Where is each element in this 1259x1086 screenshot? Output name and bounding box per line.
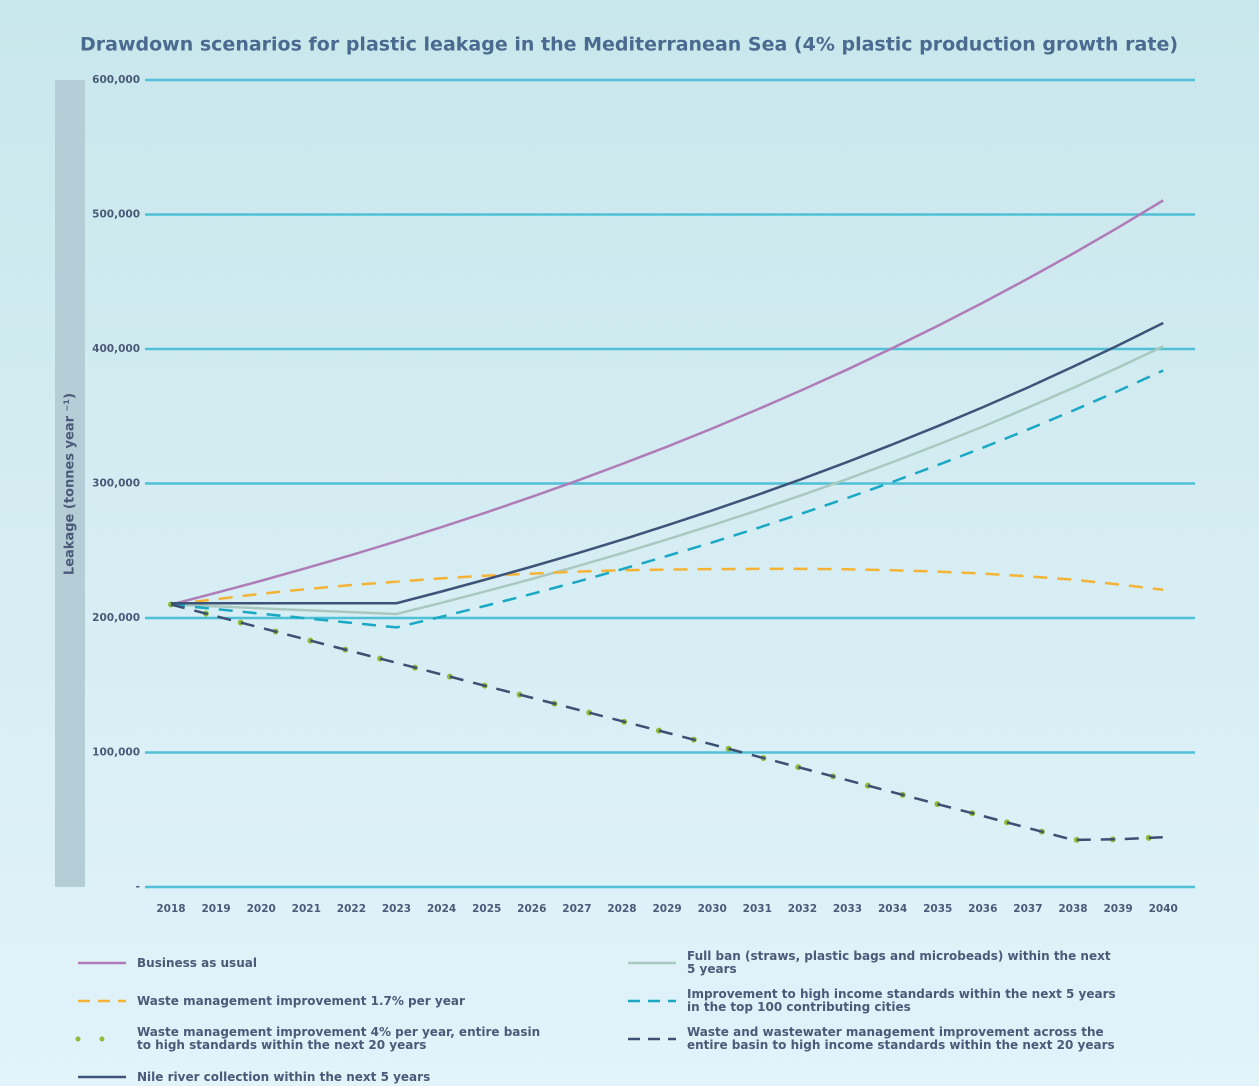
legend: Business as usual Full ban (straws, plast… <box>75 944 1225 1086</box>
legend-swatch <box>78 1075 126 1079</box>
x-tick-label: 2033 <box>833 903 862 915</box>
legend-swatch <box>628 1037 676 1041</box>
x-tick-label: 2036 <box>968 903 997 915</box>
y-axis-band <box>55 80 85 887</box>
x-tick-label: 2040 <box>1149 903 1178 915</box>
x-tick-label: 2024 <box>427 903 456 915</box>
x-tick-label: 2027 <box>562 903 591 915</box>
legend-label: Full ban (straws, plastic bags and micro… <box>687 949 1111 976</box>
x-tick-label: 2022 <box>337 903 366 915</box>
legend-swatch <box>628 961 676 965</box>
x-tick-label: 2020 <box>247 903 276 915</box>
legend-label: Improvement to high income standards wit… <box>687 987 1116 1014</box>
y-tick-label: 400,000 <box>92 343 140 355</box>
series-line <box>170 369 1164 629</box>
x-tick-label: 2019 <box>201 903 230 915</box>
legend-swatch <box>78 961 126 965</box>
legend-swatch <box>628 999 676 1003</box>
x-tick-label: 2026 <box>517 903 546 915</box>
x-tick-label: 2021 <box>292 903 321 915</box>
x-tick-label: 2025 <box>472 903 501 915</box>
x-tick-label: 2029 <box>652 903 681 915</box>
legend-swatch <box>78 999 126 1003</box>
x-tick-label: 2028 <box>607 903 636 915</box>
y-tick-label: 100,000 <box>92 747 140 759</box>
chart-title: Drawdown scenarios for plastic leakage i… <box>80 34 1178 56</box>
legend-item: Waste management improvement 4% per year… <box>75 1020 625 1058</box>
x-tick-label: 2030 <box>698 903 727 915</box>
y-tick-label: - <box>136 881 140 893</box>
x-tick-label: 2037 <box>1013 903 1042 915</box>
series-line <box>170 199 1164 606</box>
legend-label: Business as usual <box>137 955 257 970</box>
y-tick-label: 200,000 <box>92 612 140 624</box>
legend-label: Waste management improvement 4% per year… <box>137 1025 541 1052</box>
x-tick-label: 2023 <box>382 903 411 915</box>
legend-label: Nile river collection within the next 5 … <box>137 1069 431 1084</box>
x-tick-label: 2034 <box>878 903 907 915</box>
y-tick-label: 600,000 <box>92 74 140 86</box>
legend-item: Waste management improvement 1.7% per ye… <box>75 982 625 1020</box>
series-line <box>171 321 1164 605</box>
legend-item: Nile river collection within the next 5 … <box>75 1058 625 1086</box>
series-line <box>170 603 1164 842</box>
y-tick-label: 300,000 <box>92 478 140 490</box>
legend-item: Full ban (straws, plastic bags and micro… <box>625 944 1225 982</box>
legend-label: Waste management improvement 1.7% per ye… <box>137 993 465 1008</box>
x-tick-label: 2038 <box>1058 903 1087 915</box>
series-line <box>170 345 1164 616</box>
series-line <box>170 567 1164 606</box>
legend-item: Business as usual <box>75 944 625 982</box>
y-axis-label: Leakage (tonnes year ⁻¹) <box>63 393 78 575</box>
legend-label: Waste and wastewater management improvem… <box>687 1025 1115 1052</box>
y-tick-label: 500,000 <box>92 209 140 221</box>
legend-item: Waste and wastewater management improvem… <box>625 1020 1225 1058</box>
x-tick-label: 2039 <box>1103 903 1132 915</box>
x-tick-label: 2018 <box>156 903 185 915</box>
x-tick-label: 2035 <box>923 903 952 915</box>
x-tick-label: 2032 <box>788 903 817 915</box>
legend-item: Improvement to high income standards wit… <box>625 982 1225 1020</box>
series-line <box>168 601 1167 843</box>
chart: Drawdown scenarios for plastic leakage i… <box>55 34 1195 915</box>
x-tick-label: 2031 <box>743 903 772 915</box>
legend-swatch <box>75 1036 129 1042</box>
